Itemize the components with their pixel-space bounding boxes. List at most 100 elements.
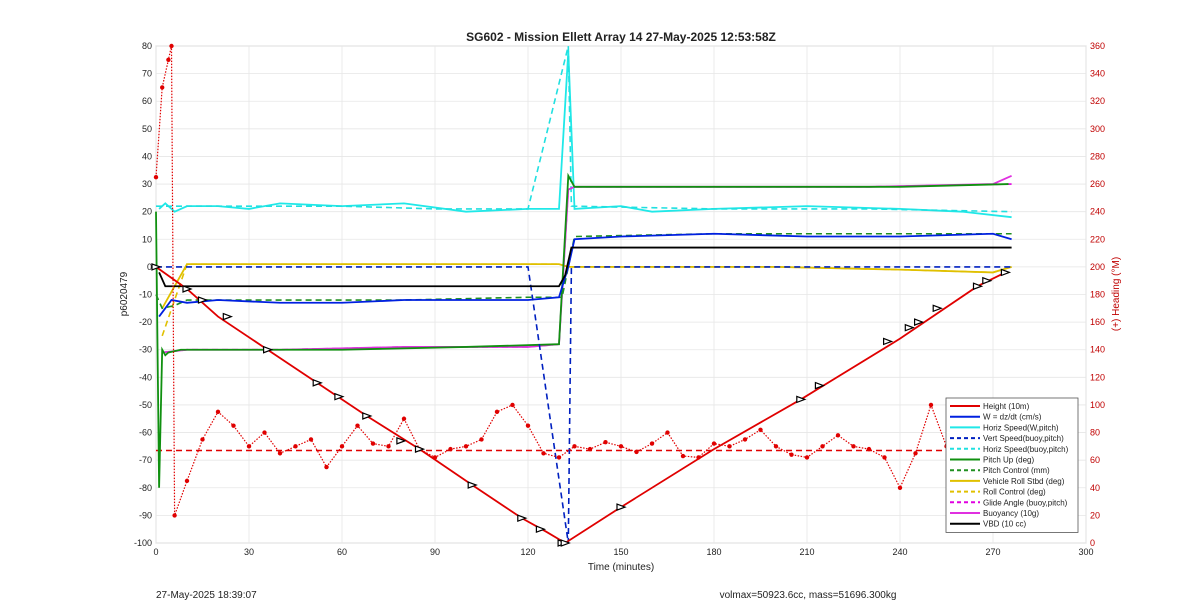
legend-entry: Horiz Speed(W,pitch) [983, 423, 1059, 432]
y-tick-label: 60 [142, 96, 152, 106]
y2-tick-label: 120 [1090, 372, 1105, 382]
x-tick-label: 90 [430, 547, 440, 557]
y2-tick-label: 80 [1090, 428, 1100, 438]
legend-box [945, 397, 1079, 533]
depth-marker [932, 304, 943, 313]
depth-marker [263, 345, 274, 354]
legend-entry: Glide Angle (buoy,pitch) [983, 498, 1068, 507]
y2-tick-label: 220 [1090, 234, 1105, 244]
x-tick-label: 120 [520, 547, 535, 557]
x-tick-label: 30 [244, 547, 254, 557]
y2-tick-label: 320 [1090, 96, 1105, 106]
depth-marker [904, 323, 916, 332]
depth-marker [814, 381, 826, 390]
heading-point [711, 441, 717, 446]
depth-marker [362, 412, 373, 420]
x-tick-label: 270 [985, 547, 1000, 557]
depth-marker [312, 378, 323, 387]
y-tick-label: -20 [139, 317, 152, 327]
legend-entry: W = dz/dt (cm/s) [983, 413, 1042, 422]
y2-tick-label: 140 [1090, 345, 1105, 355]
y2-tick-label: 40 [1090, 483, 1100, 493]
series-w-dz-dt-cm-s [158, 232, 1012, 318]
legend-entry: Buoyancy (10g) [983, 509, 1039, 518]
series-horiz-speed-buoy-pitch [156, 45, 1012, 213]
chart-title: SG602 - Mission Ellett Array 14 27-May-2… [466, 30, 776, 44]
y-tick-label: 80 [142, 41, 152, 51]
depth-marker [222, 312, 234, 321]
y-tick-label: -50 [139, 400, 152, 410]
depth-marker [414, 445, 426, 453]
series-vbd-10-cc [158, 246, 1012, 288]
depth-marker [616, 503, 627, 511]
depth-marker [197, 296, 209, 304]
legend-entry: VBD (10 cc) [983, 520, 1026, 529]
x-tick-label: 240 [892, 547, 907, 557]
depth-marker [396, 436, 407, 445]
y2-tick-label: 280 [1090, 151, 1105, 161]
y-tick-label: 70 [142, 69, 152, 79]
legend: Height (10m)W = dz/dt (cm/s)Horiz Speed(… [945, 397, 1079, 533]
heading-point [160, 85, 165, 90]
y2-tick-label: 160 [1090, 317, 1105, 327]
axes: 0 30 60 90 120 150 180 210 240 270 300807060504030… [134, 41, 1105, 557]
series-roll-control-deg [161, 263, 1012, 337]
y-tick-label: -30 [139, 345, 152, 355]
depth-marker [883, 337, 894, 346]
footer-timestamp: 27-May-2025 18:39:07 [156, 590, 257, 601]
y2-tick-label: 0 [1090, 538, 1095, 548]
legend-entry: Horiz Speed(buoy,pitch) [983, 445, 1069, 454]
y-tick-label: -10 [139, 290, 152, 300]
y-tick-label: 40 [142, 151, 152, 161]
depth-marker [151, 263, 162, 271]
y-tick-label: 30 [142, 179, 152, 189]
heading-point [184, 478, 190, 484]
x-tick-label: 180 [706, 547, 721, 557]
y-tick-label: -100 [134, 538, 152, 548]
y-tick-label: 50 [142, 124, 152, 134]
grid [155, 45, 1087, 544]
y-tick-label: -60 [139, 428, 152, 438]
depth-marker [1000, 268, 1012, 277]
legend-entry: Pitch Control (mm) [983, 466, 1050, 475]
depth-marker [982, 276, 993, 285]
y-tick-label: -80 [139, 483, 152, 493]
x-tick-label: 60 [337, 547, 347, 557]
y2-tick-label: 240 [1090, 207, 1105, 217]
heading-point [172, 513, 177, 518]
depth-marker [535, 525, 547, 534]
y-tick-label: -40 [139, 372, 152, 382]
marker-layer [151, 263, 1012, 547]
x-tick-label: 300 [1078, 547, 1093, 557]
depth-marker [972, 282, 984, 291]
y2-tick-label: 300 [1090, 124, 1105, 134]
heading-point [897, 485, 903, 490]
legend-entry: Vert Speed(buoy,pitch) [983, 434, 1064, 443]
y2-tick-label: 200 [1090, 262, 1105, 272]
heading-trace [155, 45, 1006, 516]
x-tick-label: 0 [153, 547, 158, 557]
heading-point [494, 409, 500, 415]
depth-marker [517, 514, 528, 523]
legend-entry: Pitch Up (deg) [983, 456, 1034, 465]
depth-marker [334, 392, 345, 401]
y2-tick-label: 360 [1090, 41, 1105, 51]
y-tick-label: 20 [142, 207, 152, 217]
legend-entry: Roll Control (deg) [983, 488, 1046, 497]
depth-marker [560, 539, 571, 547]
y2-tick-label: 260 [1090, 179, 1105, 189]
legend-entry: Height (10m) [983, 402, 1030, 411]
y-tick-label: -70 [139, 455, 152, 465]
footer-volmax-mass: volmax=50923.6cc, mass=51696.300kg [720, 590, 897, 601]
legend-entry: Vehicle Roll Stbd (deg) [983, 477, 1065, 486]
y-tick-label: -90 [139, 510, 152, 520]
y2-tick-label: 60 [1090, 455, 1100, 465]
series-pitch-up-deg [155, 172, 1009, 488]
y-tick-label: 0 [147, 262, 152, 272]
heading-point [293, 444, 298, 449]
y-axis-label: p6020479 [119, 271, 130, 316]
y2-axis-label: (+) Heading (°M) [1111, 257, 1122, 331]
series-pitch-control-mm [155, 232, 1012, 310]
y2-tick-label: 180 [1090, 290, 1105, 300]
